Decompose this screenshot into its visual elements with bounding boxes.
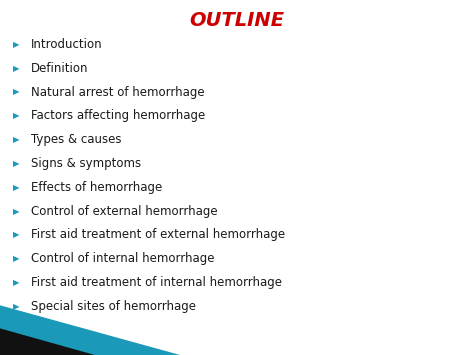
Text: ▶: ▶	[13, 302, 20, 311]
Text: Factors affecting hemorrhage: Factors affecting hemorrhage	[31, 109, 205, 122]
Text: ▶: ▶	[13, 111, 20, 120]
Text: OUTLINE: OUTLINE	[190, 11, 284, 30]
Text: Signs & symptoms: Signs & symptoms	[31, 157, 141, 170]
Text: Definition: Definition	[31, 62, 88, 75]
Text: ▶: ▶	[13, 64, 20, 73]
Text: ▶: ▶	[13, 230, 20, 239]
Text: ▶: ▶	[13, 159, 20, 168]
Text: Control of external hemorrhage: Control of external hemorrhage	[31, 204, 218, 218]
Text: ▶: ▶	[13, 87, 20, 97]
Text: ▶: ▶	[13, 135, 20, 144]
Text: ▶: ▶	[13, 207, 20, 215]
Polygon shape	[0, 305, 180, 355]
Text: Natural arrest of hemorrhage: Natural arrest of hemorrhage	[31, 86, 204, 98]
Polygon shape	[0, 328, 95, 355]
Text: ▶: ▶	[13, 183, 20, 192]
Text: First aid treatment of internal hemorrhage: First aid treatment of internal hemorrha…	[31, 276, 282, 289]
Text: Special sites of hemorrhage: Special sites of hemorrhage	[31, 300, 196, 313]
Text: ▶: ▶	[13, 40, 20, 49]
Text: Effects of hemorrhage: Effects of hemorrhage	[31, 181, 162, 194]
Text: ▶: ▶	[13, 254, 20, 263]
Text: First aid treatment of external hemorrhage: First aid treatment of external hemorrha…	[31, 228, 285, 241]
Text: ▶: ▶	[13, 278, 20, 287]
Text: Control of internal hemorrhage: Control of internal hemorrhage	[31, 252, 214, 265]
Text: Introduction: Introduction	[31, 38, 102, 51]
Text: Types & causes: Types & causes	[31, 133, 121, 146]
